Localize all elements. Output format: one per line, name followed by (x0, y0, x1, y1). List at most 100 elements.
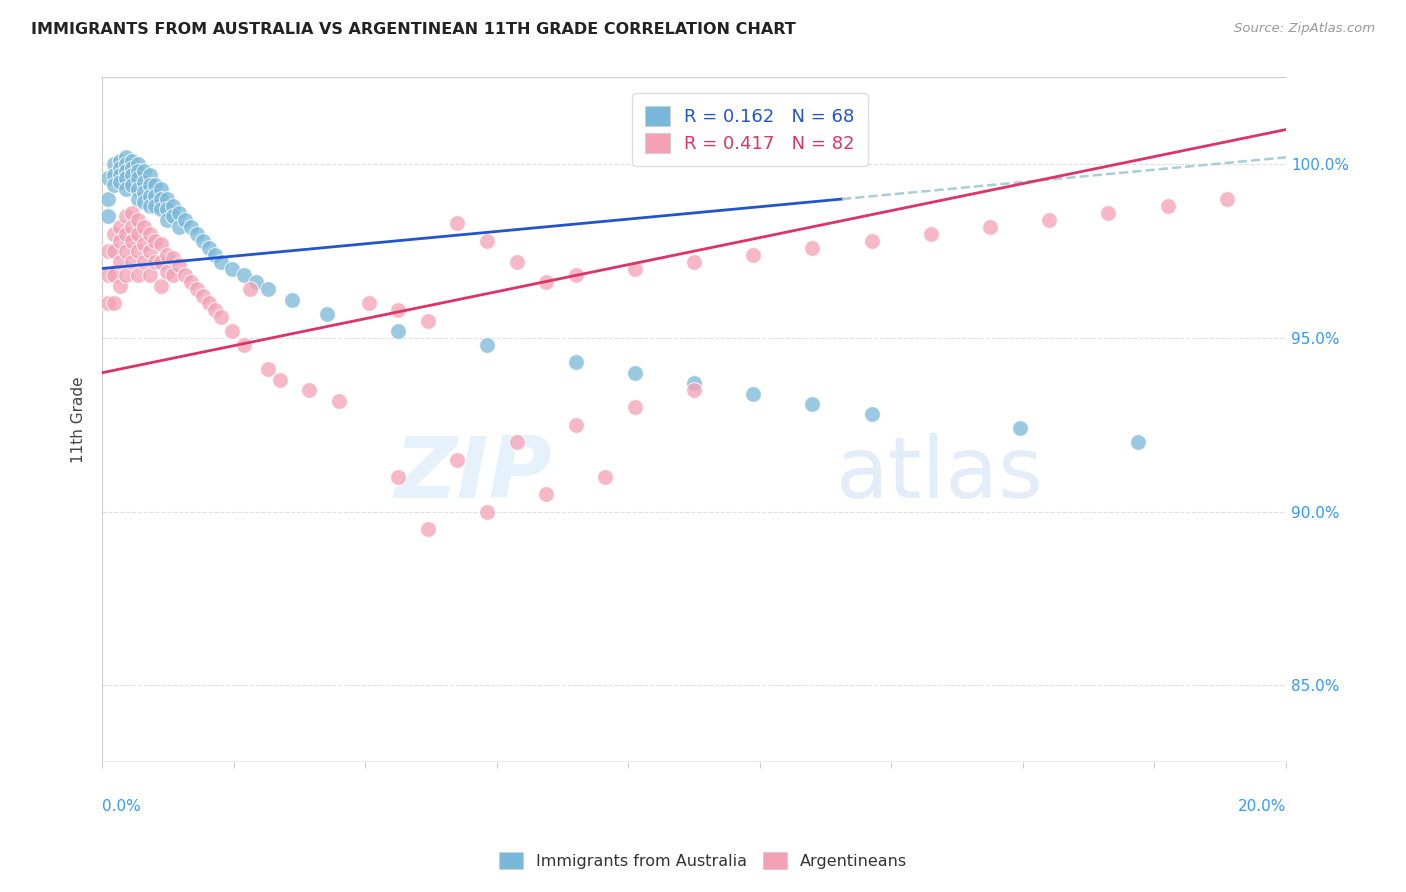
Point (979, 219, 1001, 234)
Point (446, 452, 468, 467)
Point (564, 355, 586, 369)
Point (97, 296, 120, 310)
Point (683, 376, 706, 391)
Point (115, 268, 138, 283)
Point (132, 164, 155, 178)
Point (920, 227, 942, 241)
Point (257, 282, 280, 296)
Text: Source: ZipAtlas.com: Source: ZipAtlas.com (1234, 22, 1375, 36)
Point (387, 470, 409, 484)
Point (156, 192, 179, 206)
Point (162, 251, 184, 265)
Point (280, 293, 302, 307)
Point (564, 268, 586, 283)
Point (97, 244, 120, 259)
Point (132, 175, 155, 189)
Point (191, 289, 214, 303)
Point (132, 237, 155, 252)
Point (186, 282, 208, 296)
Point (103, 157, 125, 171)
Point (801, 241, 824, 255)
Point (316, 307, 339, 321)
Point (138, 268, 160, 283)
Point (245, 276, 267, 290)
Point (127, 227, 149, 241)
Point (127, 244, 149, 259)
Point (1097, 206, 1119, 220)
Point (387, 303, 409, 318)
Text: ZIP: ZIP (395, 433, 553, 516)
Point (115, 171, 138, 186)
Point (167, 258, 190, 272)
Point (167, 206, 190, 220)
Point (138, 188, 160, 202)
Point (328, 393, 350, 408)
Point (446, 216, 468, 230)
Point (595, 470, 617, 484)
Point (150, 278, 173, 293)
Point (162, 199, 184, 213)
Point (239, 282, 262, 296)
Point (127, 157, 149, 171)
Point (683, 254, 706, 268)
Point (197, 241, 219, 255)
Point (624, 401, 647, 415)
Point (132, 254, 155, 268)
Point (1126, 435, 1149, 450)
Point (121, 168, 143, 182)
Point (150, 202, 173, 217)
Point (860, 234, 883, 248)
Point (387, 324, 409, 338)
Point (156, 212, 179, 227)
Point (298, 383, 321, 397)
Point (115, 227, 138, 241)
Point (174, 268, 197, 283)
Point (127, 171, 149, 186)
Point (162, 210, 184, 224)
Point (145, 199, 167, 213)
Point (121, 161, 143, 175)
Point (138, 199, 160, 213)
Point (121, 219, 143, 234)
Point (121, 234, 143, 248)
Point (1156, 199, 1178, 213)
Point (204, 247, 226, 261)
Point (801, 397, 824, 411)
Y-axis label: 11th Grade: 11th Grade (72, 376, 86, 463)
Point (150, 254, 173, 268)
Point (475, 505, 498, 519)
Point (269, 373, 291, 387)
Point (683, 383, 706, 397)
Point (103, 227, 125, 241)
Point (145, 178, 167, 193)
Point (145, 254, 167, 268)
Point (624, 366, 647, 380)
Point (357, 296, 380, 310)
Point (121, 153, 143, 168)
Point (191, 234, 214, 248)
Point (138, 178, 160, 193)
Point (416, 522, 439, 536)
Point (233, 268, 256, 283)
Point (505, 435, 527, 450)
Point (1008, 421, 1031, 435)
Point (233, 338, 256, 352)
Point (162, 268, 184, 283)
Point (145, 188, 167, 202)
Point (103, 296, 125, 310)
Point (150, 181, 173, 195)
Point (108, 278, 131, 293)
Point (209, 310, 232, 325)
Point (97, 171, 120, 186)
Text: 20.0%: 20.0% (1237, 799, 1286, 814)
Point (121, 178, 143, 193)
Point (204, 303, 226, 318)
Point (156, 265, 179, 279)
Point (132, 185, 155, 199)
Point (108, 153, 131, 168)
Point (115, 244, 138, 259)
Point (103, 268, 125, 283)
Point (742, 386, 765, 401)
Point (416, 313, 439, 327)
Point (197, 296, 219, 310)
